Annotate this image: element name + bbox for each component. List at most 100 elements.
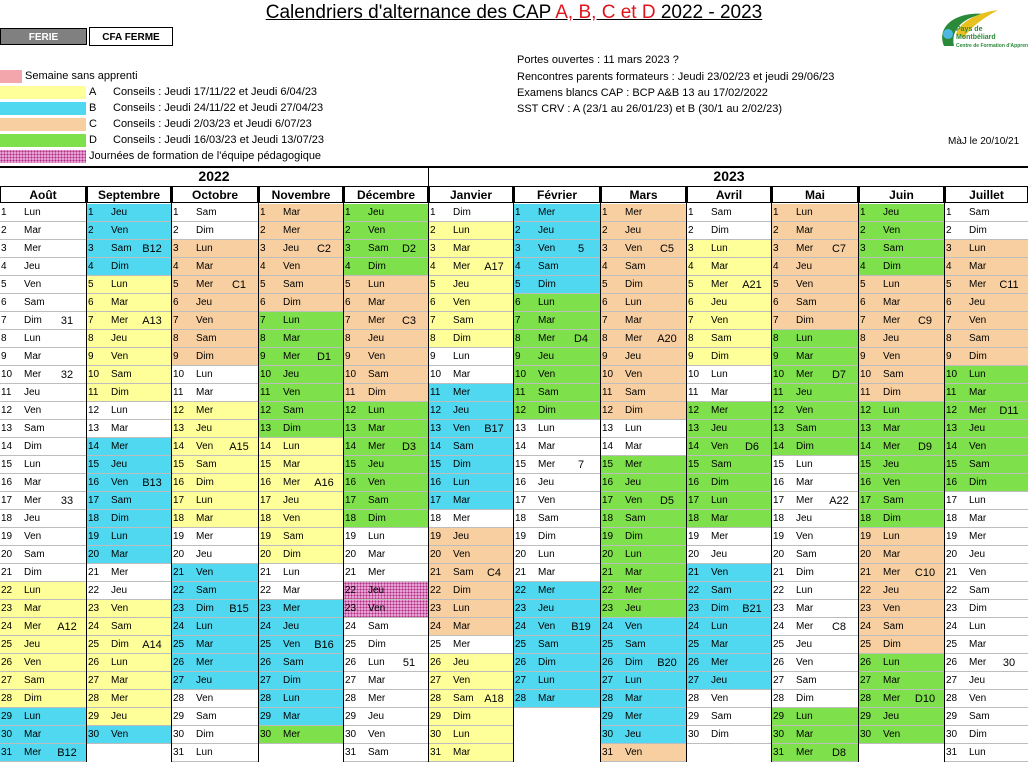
day-color-left: [687, 582, 701, 599]
day-color: [701, 312, 771, 329]
day-row: 10 Lun: [172, 366, 258, 384]
day-row: 18 Dim: [87, 510, 171, 528]
day-color-left: [87, 294, 101, 311]
day-color-left: [514, 222, 528, 239]
legend-letter: B: [89, 102, 97, 114]
day-row: 5 Ven: [0, 276, 86, 294]
month-separator: [771, 186, 772, 762]
day-number: 9: [1, 351, 7, 362]
day-number: 1: [860, 207, 866, 218]
month-separator: [513, 186, 514, 762]
weekday: Jeu: [883, 207, 900, 218]
weekday: Mer: [538, 207, 556, 218]
day-color-left: [87, 330, 101, 347]
day-color-left: [172, 582, 186, 599]
day-number: 7: [173, 315, 179, 326]
week-code: A22: [829, 495, 849, 507]
day-row: 14 Mar: [601, 438, 686, 456]
day-color: [701, 474, 771, 491]
weekday: Mar: [24, 225, 42, 236]
day-color: [101, 330, 171, 347]
day-number: 20: [946, 549, 958, 560]
day-color: [101, 240, 171, 257]
day-row: 10 Ven: [514, 366, 600, 384]
day-row: 13 Jeu: [945, 420, 1028, 438]
day-number: 18: [345, 513, 357, 524]
day-number: 31: [430, 747, 442, 758]
weekday: Sam: [711, 459, 732, 470]
day-row: 21 Sam C4: [429, 564, 513, 582]
day-number: 6: [602, 297, 608, 308]
day-color: [186, 438, 258, 455]
cfa-ferme-button[interactable]: CFA FERME: [89, 27, 173, 46]
day-row: 1 Sam: [945, 204, 1028, 222]
day-color-left: [601, 474, 615, 491]
weekday: Lun: [453, 225, 470, 236]
weekday: Sam: [368, 243, 389, 254]
day-number: 18: [430, 513, 442, 524]
weekday: Mer: [283, 603, 301, 614]
day-color-left: [687, 240, 701, 257]
weekday: Sam: [711, 585, 732, 596]
day-number: 18: [688, 513, 700, 524]
day-number: 22: [515, 585, 527, 596]
day-row: 8 Mer D4: [514, 330, 600, 348]
weekday: Jeu: [883, 459, 900, 470]
day-color: [701, 582, 771, 599]
week-code: B19: [571, 621, 591, 633]
day-color: [873, 294, 944, 311]
day-number: 23: [773, 603, 785, 614]
weekday: Mar: [796, 477, 814, 488]
day-color: [273, 258, 343, 275]
day-number: 10: [1, 369, 13, 380]
day-row: 14 Sam: [429, 438, 513, 456]
day-row: 2 Ven: [344, 222, 428, 240]
day-number: 10: [688, 369, 700, 380]
day-color: [528, 654, 600, 671]
day-row: 11 Dim: [87, 384, 171, 402]
day-row: 6 Dim: [259, 294, 343, 312]
day-row: 27 Jeu: [172, 672, 258, 690]
day-row: 17 Ven: [514, 492, 600, 510]
day-color-left: [87, 654, 101, 671]
day-row: 16 Ven: [859, 474, 944, 492]
weekday: Mar: [969, 639, 987, 650]
day-row: 21 Mer: [344, 564, 428, 582]
ferie-button[interactable]: FERIE: [0, 28, 87, 45]
day-number: 14: [260, 441, 272, 452]
day-color: [959, 564, 1028, 581]
day-row: 7 Mar: [514, 312, 600, 330]
weekday: Mar: [283, 459, 301, 470]
day-number: 29: [688, 711, 700, 722]
day-number: 2: [430, 225, 436, 236]
day-number: 19: [173, 531, 185, 542]
day-row: 22 Mer: [601, 582, 686, 600]
legend-letter: D: [89, 134, 97, 146]
day-color-left: [687, 348, 701, 365]
day-row: 22 Mar: [259, 582, 343, 600]
day-color: [959, 348, 1028, 365]
day-color-left: [429, 654, 443, 671]
day-row: 9 Mer D1: [259, 348, 343, 366]
day-color-left: [859, 348, 873, 365]
weekday: Lun: [625, 549, 642, 560]
day-color-left: [259, 204, 273, 221]
day-number: 2: [860, 225, 866, 236]
day-row: 26 Dim: [514, 654, 600, 672]
day-number: 23: [430, 603, 442, 614]
day-row: 17 Jeu: [259, 492, 343, 510]
day-color-left: [859, 240, 873, 257]
day-row: 16 Dim: [172, 474, 258, 492]
day-color: [959, 420, 1028, 437]
day-row: 5 Lun: [344, 276, 428, 294]
day-row: 24 Mar: [429, 618, 513, 636]
day-row: 24 Lun: [172, 618, 258, 636]
day-row: 18 Sam: [514, 510, 600, 528]
day-number: 26: [860, 657, 872, 668]
day-number: 29: [946, 711, 958, 722]
day-color-left: [687, 276, 701, 293]
day-number: 15: [860, 459, 872, 470]
day-color: [358, 492, 428, 509]
day-row: 12 Lun: [344, 402, 428, 420]
day-color: [528, 312, 600, 329]
